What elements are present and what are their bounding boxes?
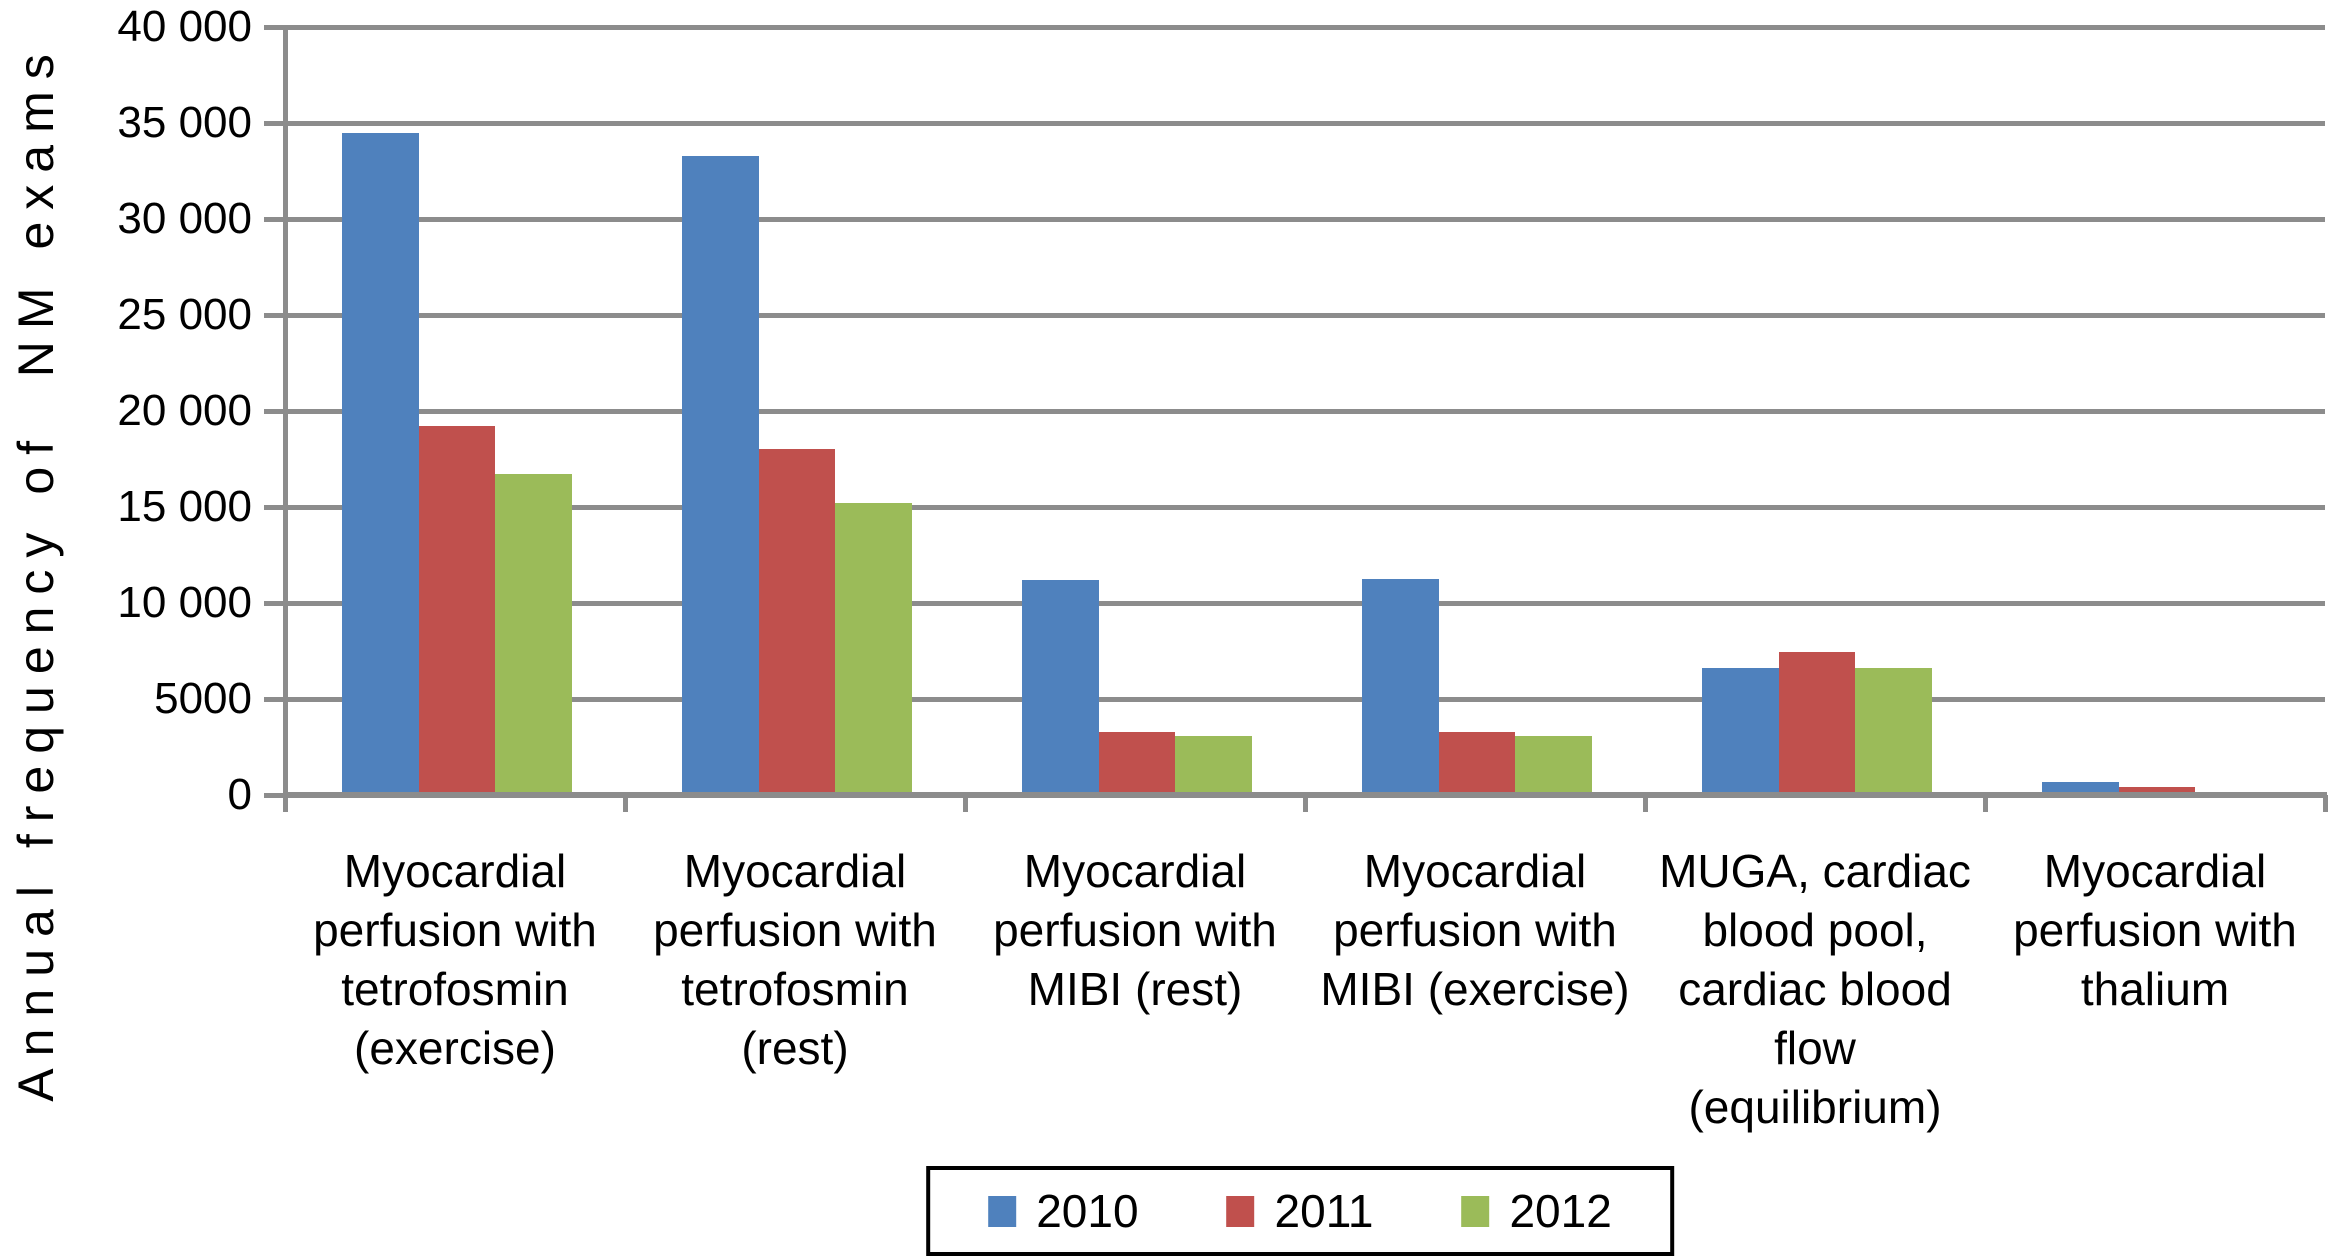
x-axis-tick xyxy=(1303,795,1308,812)
y-axis-tick xyxy=(264,409,284,414)
y-axis-line xyxy=(283,25,288,801)
y-tick-label: 30 000 xyxy=(117,194,252,243)
category-label: Myocardial perfusion with MIBI (exercise… xyxy=(1320,845,1630,1015)
y-axis-tick xyxy=(264,793,284,798)
bar-2010 xyxy=(1702,668,1779,795)
legend-item: 2012 xyxy=(1461,1185,1612,1237)
y-tick-label: 10 000 xyxy=(117,578,252,627)
category-label: Myocardial perfusion with tetrofosmin (r… xyxy=(653,845,937,1074)
gridline xyxy=(285,505,2325,510)
x-axis-tick xyxy=(1643,795,1648,812)
category-label: Myocardial perfusion with thalium xyxy=(2013,845,2297,1015)
bar-2011 xyxy=(2118,787,2195,795)
bar-2010 xyxy=(342,132,419,795)
bar-2010 xyxy=(2042,781,2119,795)
bar-2011 xyxy=(1438,731,1515,795)
y-tick-label: 40 000 xyxy=(117,2,252,51)
y-axis-tick xyxy=(264,313,284,318)
y-axis-tick xyxy=(264,601,284,606)
bar-2012 xyxy=(1515,736,1592,795)
bar-2012 xyxy=(1855,668,1932,795)
y-axis-tick xyxy=(264,697,284,702)
x-axis-tick xyxy=(623,795,628,812)
legend-item: 2011 xyxy=(1226,1185,1374,1237)
y-tick-label: 0 xyxy=(227,770,252,819)
bar-2010 xyxy=(1362,579,1439,795)
legend-label: 2010 xyxy=(1036,1185,1139,1237)
gridline xyxy=(285,409,2325,414)
y-tick-label: 25 000 xyxy=(117,290,252,339)
y-axis-tick xyxy=(264,217,284,222)
gridline xyxy=(285,121,2325,126)
y-tick-label: 35 000 xyxy=(117,98,252,147)
y-axis-tick xyxy=(264,25,284,30)
gridline xyxy=(285,25,2325,30)
category-label: Myocardial perfusion with MIBI (rest) xyxy=(993,845,1277,1015)
legend-swatch-2012 xyxy=(1461,1195,1490,1227)
bar-2012 xyxy=(835,503,912,795)
gridline xyxy=(285,217,2325,222)
legend-label: 2011 xyxy=(1274,1185,1374,1237)
bar-2010 xyxy=(682,155,759,795)
legend-swatch-2011 xyxy=(1226,1195,1255,1227)
gridline xyxy=(285,697,2325,702)
bar-2011 xyxy=(758,449,835,795)
bar-2011 xyxy=(1778,651,1855,795)
y-tick-label: 15 000 xyxy=(117,482,252,531)
y-tick-label: 5000 xyxy=(154,674,252,723)
gridline xyxy=(285,313,2325,318)
x-axis-tick xyxy=(283,795,288,812)
legend-item: 2010 xyxy=(988,1185,1139,1237)
x-axis-tick xyxy=(1983,795,1988,812)
legend-swatch-2010 xyxy=(988,1195,1017,1227)
bar-2011 xyxy=(1098,731,1175,795)
legend-label: 2012 xyxy=(1509,1185,1612,1237)
x-axis-tick xyxy=(2323,795,2328,812)
bar-2012 xyxy=(1175,736,1252,795)
y-tick-label: 20 000 xyxy=(117,386,252,435)
plot-area xyxy=(283,25,2327,798)
bar-2012 xyxy=(495,474,572,795)
bar-2011 xyxy=(418,426,495,795)
x-axis-tick xyxy=(963,795,968,812)
legend: 2010 2011 2012 xyxy=(926,1166,1674,1256)
y-axis-tick xyxy=(264,505,284,510)
y-axis-tick xyxy=(264,121,284,126)
bar-2010 xyxy=(1022,579,1099,795)
category-label: MUGA, cardiac blood pool, cardiac blood … xyxy=(1659,845,1971,1133)
x-axis-line xyxy=(283,792,2327,797)
category-label: Myocardial perfusion with tetrofosmin (e… xyxy=(313,845,597,1074)
gridline xyxy=(285,601,2325,606)
